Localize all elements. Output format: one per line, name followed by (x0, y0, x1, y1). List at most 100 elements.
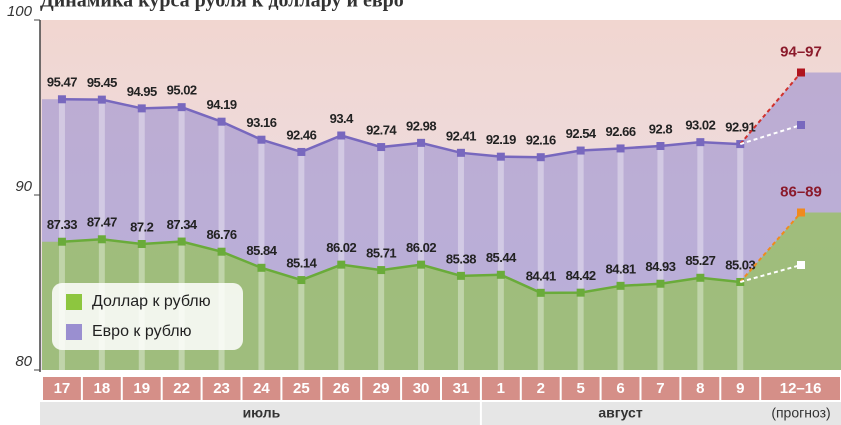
x-tick-label: 31 (453, 380, 470, 397)
marker (297, 276, 305, 284)
value-label: 87.34 (167, 217, 198, 232)
marker (138, 240, 146, 248)
marker (337, 132, 345, 140)
value-label: 95.45 (87, 75, 117, 90)
marker (178, 238, 186, 246)
value-label: 92.19 (486, 132, 516, 147)
marker (337, 261, 345, 269)
value-label: 92.8 (649, 121, 673, 136)
marker (377, 266, 385, 274)
value-label: 87.47 (87, 215, 117, 230)
marker (58, 238, 66, 246)
x-tick-label: 2 (537, 380, 545, 397)
marker (58, 95, 66, 103)
value-label: 92.16 (526, 133, 556, 148)
x-tick-label: 17 (54, 380, 71, 397)
forecast-note: (прогноз) (771, 405, 830, 421)
marker (696, 138, 704, 146)
marker (457, 272, 465, 280)
value-label: 85.38 (446, 251, 476, 266)
marker (218, 248, 226, 256)
marker (497, 271, 505, 279)
x-tick-label: 19 (133, 380, 150, 397)
chart-title: Динамика курса рубля к доллару и евро (40, 0, 404, 12)
marker (617, 144, 625, 152)
marker (537, 289, 545, 297)
value-label: 85.27 (685, 253, 715, 268)
value-label: 84.41 (526, 268, 556, 283)
marker (257, 136, 265, 144)
month-label: август (598, 405, 642, 421)
forecast-low (797, 261, 805, 269)
marker (257, 264, 265, 272)
value-label: 94.95 (127, 84, 157, 99)
value-label: 95.47 (47, 75, 77, 90)
x-tick-label: 18 (94, 380, 111, 397)
forecast-low (797, 121, 805, 129)
marker (577, 289, 585, 297)
value-label: 87.2 (130, 219, 154, 234)
chart: Динамика курса рубля к доллару и евро 80… (0, 0, 841, 425)
x-tick-label: 25 (293, 380, 310, 397)
value-label: 86.02 (326, 240, 356, 255)
marker (178, 103, 186, 111)
value-label: 93.16 (246, 115, 276, 130)
x-tick-label: 29 (373, 380, 390, 397)
x-tick-label: 1 (497, 380, 505, 397)
x-tick-label: 8 (696, 380, 704, 397)
x-tick-label: 7 (656, 380, 664, 397)
value-label: 92.98 (406, 118, 436, 133)
marker (417, 261, 425, 269)
marker (98, 96, 106, 104)
value-label: 92.54 (566, 126, 597, 141)
value-label: 93.02 (685, 118, 715, 133)
legend-label: Евро к рублю (92, 323, 192, 340)
marker (98, 235, 106, 243)
marker (617, 282, 625, 290)
value-label: 85.44 (486, 250, 517, 265)
month-label: июль (243, 405, 281, 421)
value-label: 92.74 (366, 122, 397, 137)
marker (656, 280, 664, 288)
value-label: 92.66 (606, 124, 636, 139)
month-row (40, 402, 841, 425)
marker (696, 274, 704, 282)
value-label: 85.71 (366, 246, 396, 261)
value-label: 84.42 (566, 268, 596, 283)
value-label: 85.14 (286, 255, 317, 270)
legend-swatch (66, 324, 82, 340)
x-tick-label: 30 (413, 380, 430, 397)
x-tick-label: 12–16 (780, 380, 822, 397)
marker (497, 153, 505, 161)
value-label: 84.81 (606, 261, 636, 276)
value-label: 94.19 (207, 97, 237, 112)
legend-label: Доллар к рублю (92, 293, 211, 310)
x-tick-label: 23 (213, 380, 230, 397)
x-tick-label: 5 (576, 380, 584, 397)
x-tick-label: 24 (253, 380, 270, 397)
marker (218, 118, 226, 126)
value-label: 84.93 (645, 259, 675, 274)
value-label: 95.02 (167, 83, 197, 98)
forecast-label: 94–97 (780, 43, 822, 60)
value-label: 92.41 (446, 128, 476, 143)
marker (138, 104, 146, 112)
marker (537, 153, 545, 161)
marker (577, 147, 585, 155)
x-tick-label: 26 (333, 380, 350, 397)
x-tick-label: 22 (173, 380, 190, 397)
value-label: 85.84 (246, 243, 277, 258)
value-label: 86.76 (207, 227, 237, 242)
y-tick-label: 80 (15, 353, 32, 370)
forecast-high (797, 69, 805, 77)
value-label: 87.33 (47, 217, 77, 232)
marker (457, 149, 465, 157)
value-label: 93.4 (330, 111, 355, 126)
value-label: 86.02 (406, 240, 436, 255)
marker (417, 139, 425, 147)
marker (297, 148, 305, 156)
forecast-high (797, 209, 805, 217)
marker (377, 143, 385, 151)
x-tick-label: 9 (736, 380, 744, 397)
x-tick-label: 6 (616, 380, 624, 397)
